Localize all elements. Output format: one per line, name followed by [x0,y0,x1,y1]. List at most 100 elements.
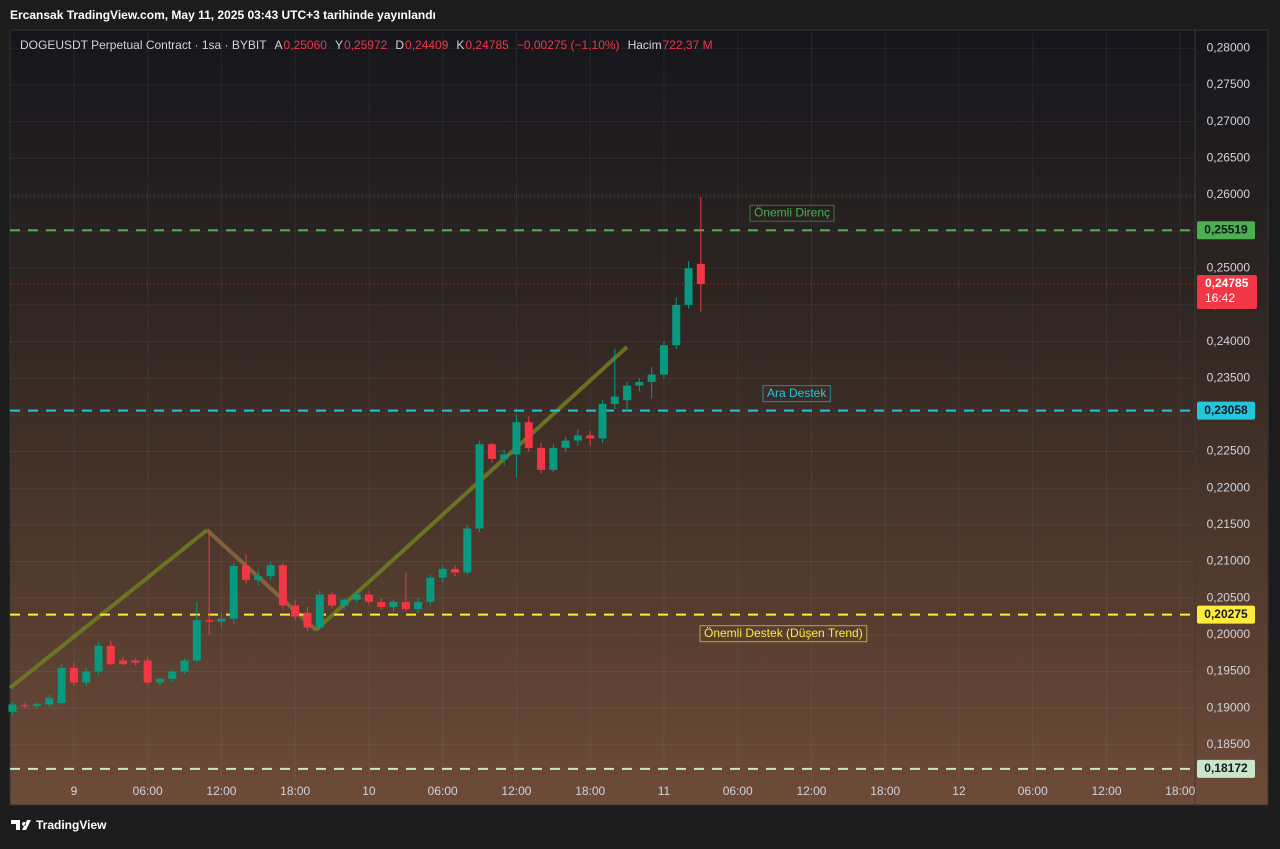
legend-volume-label: Hacim [628,38,662,52]
candle-body [475,444,484,529]
footer-brand: TradingView [36,818,107,832]
y-tick-label: 0,21500 [1207,517,1251,531]
trend-line [8,528,209,690]
x-tick-label: 06:00 [428,784,458,798]
x-tick-label: 06:00 [723,784,753,798]
legend-open: 0,25060 [284,38,328,52]
x-tick-label: 10 [362,784,376,798]
x-tick-label: 06:00 [1018,784,1048,798]
legend-high: 0,25972 [344,38,388,52]
x-tick-label: 18:00 [870,784,900,798]
candle-body [647,374,656,382]
candle-body [696,263,705,285]
candle-body [217,618,226,622]
candle-body [33,703,42,706]
y-tick-label: 0,27000 [1207,114,1251,128]
candle-body [463,528,472,573]
candle-body [106,645,115,665]
candle-body [8,704,17,712]
candle-body [20,705,29,707]
candle-body [586,435,595,439]
y-tick-label: 0,28000 [1207,41,1251,55]
trend-line [314,345,629,632]
y-tick-label: 0,21000 [1207,554,1251,568]
candle-body [45,697,54,705]
y-tick-label: 0,27500 [1207,77,1251,91]
x-tick-label: 9 [71,784,78,798]
x-tick-label: 12:00 [796,784,826,798]
candle-body [561,440,570,448]
candle-body [155,678,164,683]
y-tick-label: 0,22500 [1207,444,1251,458]
legend-close-label: K [456,38,464,52]
y-tick-label: 0,22000 [1207,480,1251,494]
publish-header: Ercansak TradingView.com, May 11, 2025 0… [10,8,436,22]
legend-high-label: Y [335,38,343,52]
candle-body [610,396,619,404]
candle-body [278,565,287,606]
y-tick-label: 0,24000 [1207,334,1251,348]
candle-body [377,601,386,607]
last-price-label: 0,24785 [1205,276,1249,290]
x-tick-label: 11 [658,784,671,798]
candle-body [549,447,558,470]
level-annotation: Önemli Destek (Düşen Trend) [704,626,863,640]
candle-body [242,565,251,580]
candle-body [524,422,533,448]
y-tick-label: 0,26500 [1207,150,1251,164]
x-tick-label: 18:00 [1165,784,1195,798]
legend-volume: 722,37 M [663,38,713,52]
marks: 0,25519 Önemli Direnç 0,23058 Ara Destek 0,2… [8,196,1257,778]
last-price-box [1197,275,1257,310]
level-annotation: Ara Destek [767,386,827,400]
annotation-box [699,625,868,643]
x-tick-label: 12:00 [501,784,531,798]
candle-body [512,422,521,455]
logo-icon [11,820,31,830]
candle-body [143,660,152,683]
y-tick-label: 0,23500 [1207,370,1251,384]
level-price-box [1197,605,1255,624]
candle-body [352,594,361,600]
level-price-box [1197,401,1255,420]
candle-body [119,660,128,665]
candle-body [57,667,66,704]
level-price-label: 0,25519 [1204,222,1248,236]
candle-body [229,565,238,619]
legend-close: 0,24785 [465,38,509,52]
candle-body [180,660,189,672]
candle-body [389,601,398,607]
candle-body [537,447,546,470]
candle-body [364,594,373,602]
annotation-box [749,204,835,222]
symbol-title: DOGEUSDT Perpetual Contract · 1sa · BYBI… [20,38,267,52]
candle-body [69,667,78,683]
level-price-box [1197,759,1255,778]
y-tick-label: 0,20000 [1207,627,1251,641]
legend-low: 0,24409 [405,38,449,52]
level-price-label: 0,23058 [1204,403,1248,417]
candle-body [672,304,681,346]
candle-body [328,594,337,606]
countdown-label: 16:42 [1205,291,1235,305]
candle-body [131,660,140,663]
candle-body [487,444,496,459]
y-tick-label: 0,19500 [1207,664,1251,678]
annotation-box [762,385,831,403]
candle-body [573,435,582,441]
x-tick-label: 18:00 [280,784,310,798]
x-tick-label: 12:00 [1091,784,1121,798]
candle-body [266,565,275,577]
candle-body [438,568,447,578]
x-tick-label: 12 [952,784,966,798]
candle-body [82,671,91,683]
candle-body [598,403,607,439]
level-price-label: 0,18172 [1204,761,1248,775]
y-tick-label: 0,18500 [1207,737,1251,751]
legend: DOGEUSDT Perpetual Contract · 1sa · BYBI… [20,38,713,52]
grid: 0,18500 0,19000 0,19500 0,20000 0,20500 0,210… [10,30,1250,798]
footer-logo: TradingView [11,818,107,832]
level-price-box [1197,221,1255,240]
y-tick-label: 0,20500 [1207,590,1251,604]
